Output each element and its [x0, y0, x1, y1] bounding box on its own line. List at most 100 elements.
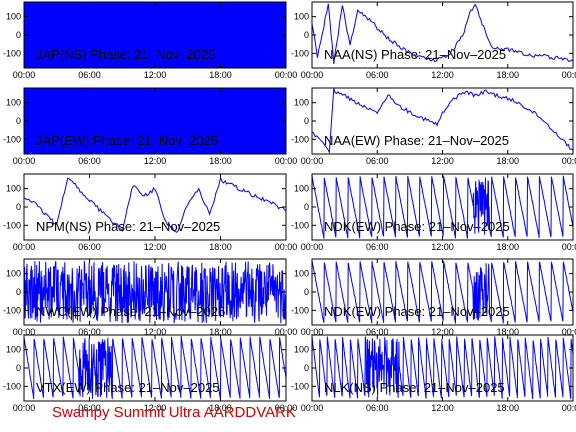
- y-tick-label: 100: [6, 345, 21, 355]
- panel-label: NAA(NS) Phase: 21–Nov–2025: [324, 47, 506, 62]
- y-tick-label: -100: [291, 381, 309, 391]
- phase-trace-line: [312, 260, 573, 324]
- phase-trace: [24, 335, 286, 400]
- x-tick-label: 18:00: [496, 70, 519, 80]
- x-tick-label: 06:00: [366, 242, 389, 252]
- x-tick-label: 00:00: [562, 242, 576, 252]
- x-tick-label: 00:00: [301, 403, 324, 413]
- y-tick-label: 100: [294, 345, 309, 355]
- x-tick-label: 12:00: [431, 403, 454, 413]
- panel-label: NAA(EW) Phase: 21–Nov–2025: [324, 133, 509, 148]
- x-tick-label: 18:00: [209, 403, 232, 413]
- x-tick-label: 00:00: [562, 327, 576, 337]
- y-tick-label: -100: [3, 305, 21, 315]
- phase-trace: [312, 3, 573, 65]
- y-tick-label: 100: [294, 184, 309, 194]
- panel-label: NWC(EW) Phase: 21–Nov–2025: [36, 304, 225, 319]
- phase-trace-line: [312, 174, 573, 239]
- phase-trace-line: [312, 336, 573, 400]
- y-tick-label: -100: [3, 134, 21, 144]
- phase-panel-8: 1000-10000:0006:0012:0018:0000:00NDK(EW)…: [291, 258, 576, 337]
- panel-label: NLK(NS) Phase: 21–Nov–2025: [324, 380, 505, 395]
- x-tick-label: 06:00: [78, 242, 101, 252]
- panel-label: NDK(EW) Phase: 21–Nov–2025: [324, 304, 510, 319]
- x-tick-label: 00:00: [562, 403, 576, 413]
- x-tick-label: 00:00: [562, 156, 576, 166]
- y-tick-label: -100: [291, 134, 309, 144]
- phase-trace-line: [312, 88, 573, 154]
- x-tick-label: 00:00: [301, 242, 324, 252]
- x-tick-label: 12:00: [144, 156, 167, 166]
- x-tick-label: 00:00: [275, 70, 298, 80]
- x-tick-label: 00:00: [301, 70, 324, 80]
- x-tick-label: 06:00: [78, 327, 101, 337]
- x-tick-label: 06:00: [78, 403, 101, 413]
- x-tick-label: 00:00: [13, 156, 36, 166]
- y-tick-label: 100: [294, 269, 309, 279]
- y-tick-label: 100: [6, 184, 21, 194]
- x-tick-label: 06:00: [366, 327, 389, 337]
- x-tick-label: 12:00: [144, 327, 167, 337]
- panel-label: JAP(NS) Phase: 21–Nov–2025: [36, 47, 215, 62]
- y-tick-label: -100: [3, 48, 21, 58]
- x-tick-label: 18:00: [209, 242, 232, 252]
- y-tick-label: 0: [16, 287, 21, 297]
- y-tick-label: -100: [291, 305, 309, 315]
- y-tick-label: 0: [304, 363, 309, 373]
- x-tick-label: 18:00: [496, 242, 519, 252]
- phase-trace-fill: [24, 88, 286, 154]
- x-tick-label: 00:00: [562, 70, 576, 80]
- y-tick-label: -100: [291, 48, 309, 58]
- x-tick-label: 12:00: [431, 242, 454, 252]
- panel-label: JAP(EW) Phase: 21–Nov–2025: [36, 133, 218, 148]
- x-tick-label: 06:00: [78, 70, 101, 80]
- phase-trace: [24, 175, 286, 233]
- x-tick-label: 18:00: [209, 70, 232, 80]
- y-tick-label: -100: [3, 220, 21, 230]
- phase-trace: [24, 88, 286, 154]
- phase-panel-2: 1000-10000:0006:0012:0018:0000:00NAA(NS)…: [291, 1, 576, 80]
- x-tick-label: 00:00: [275, 327, 298, 337]
- x-tick-label: 00:00: [13, 70, 36, 80]
- station-footer: Swampy Summit Ultra AARDDVARK: [52, 404, 296, 421]
- x-tick-label: 18:00: [496, 327, 519, 337]
- y-tick-label: 100: [6, 12, 21, 22]
- y-tick-label: 0: [304, 202, 309, 212]
- phase-trace: [312, 174, 573, 239]
- x-tick-label: 06:00: [366, 403, 389, 413]
- x-tick-label: 00:00: [13, 242, 36, 252]
- x-tick-label: 00:00: [275, 242, 298, 252]
- phase-trace-line: [24, 260, 286, 324]
- phase-trace-line: [24, 175, 286, 233]
- y-tick-label: 0: [16, 116, 21, 126]
- y-tick-label: 100: [294, 98, 309, 108]
- x-tick-label: 06:00: [366, 70, 389, 80]
- x-tick-label: 12:00: [144, 242, 167, 252]
- x-tick-label: 12:00: [431, 70, 454, 80]
- y-tick-label: -100: [291, 220, 309, 230]
- phase-trace: [24, 260, 286, 324]
- y-tick-label: 100: [6, 269, 21, 279]
- y-tick-label: 0: [304, 30, 309, 40]
- x-tick-label: 12:00: [431, 156, 454, 166]
- y-tick-label: -100: [3, 381, 21, 391]
- x-tick-label: 18:00: [496, 403, 519, 413]
- y-tick-label: 0: [16, 363, 21, 373]
- x-tick-label: 00:00: [301, 156, 324, 166]
- x-tick-label: 06:00: [78, 156, 101, 166]
- x-tick-label: 12:00: [431, 327, 454, 337]
- x-tick-label: 06:00: [366, 156, 389, 166]
- phase-panel-10: 1000-10000:0006:0012:0018:0000:00NLK(NS)…: [291, 334, 576, 413]
- y-tick-label: 0: [16, 30, 21, 40]
- panel-label: NPM(NS) Phase: 21–Nov–2025: [36, 219, 220, 234]
- x-tick-label: 18:00: [209, 156, 232, 166]
- x-tick-label: 00:00: [275, 403, 298, 413]
- phase-trace: [312, 88, 573, 154]
- y-tick-label: 100: [294, 12, 309, 22]
- phase-trace: [312, 260, 573, 324]
- phase-trace-line: [312, 3, 573, 65]
